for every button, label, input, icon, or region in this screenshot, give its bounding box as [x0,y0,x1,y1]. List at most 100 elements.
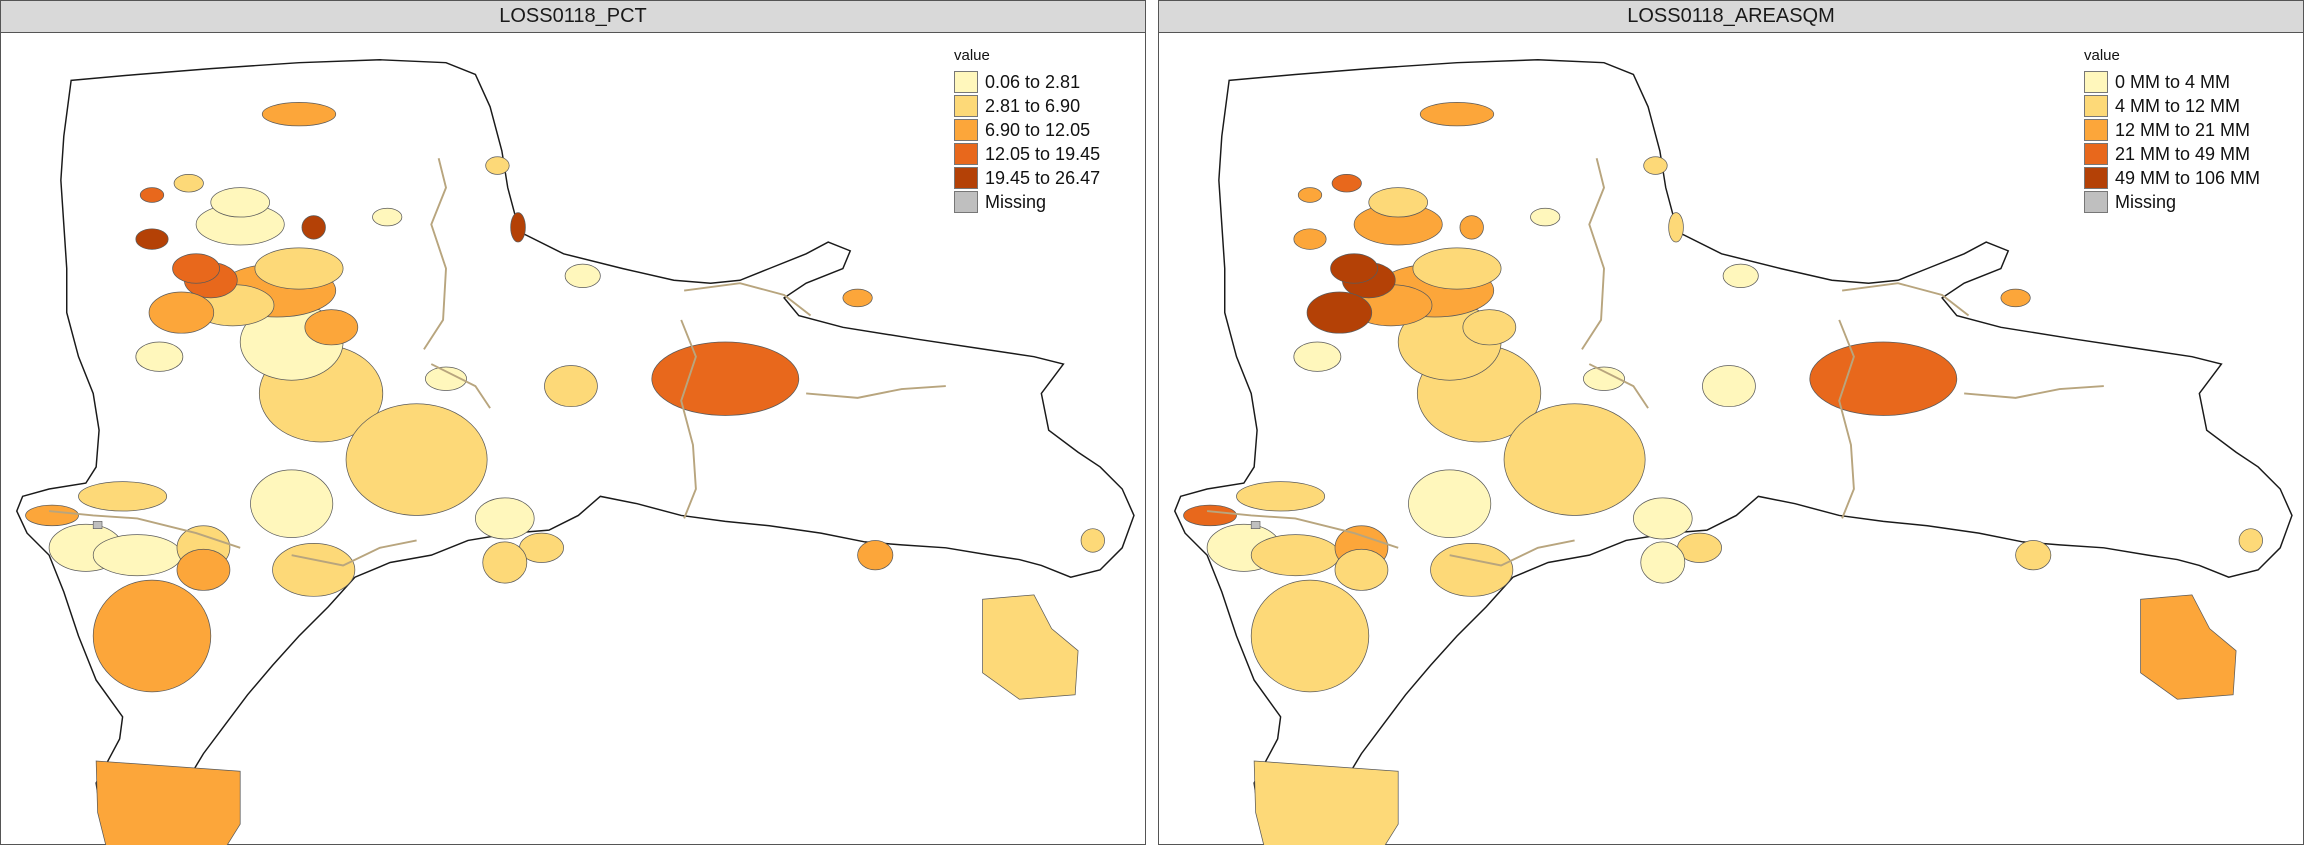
protected-area-polygon [982,594,1079,700]
protected-area-polygon [1633,497,1693,540]
protected-area-polygon [304,309,359,346]
road-line [1207,158,2104,567]
protected-area-polygon [482,541,528,584]
protected-area-polygon [173,174,204,193]
protected-area-polygon [1412,247,1502,290]
protected-area-polygon [1331,174,1362,193]
panel-title: LOSS0118_AREASQM [1159,1,2303,33]
legend-item: Missing [954,190,1100,214]
protected-area-polygon [1334,548,1389,591]
legend-label: 12.05 to 19.45 [985,143,1101,164]
protected-area-polygon [1643,156,1668,175]
choropleth-map [1173,59,2293,845]
legend-title: value [954,47,990,64]
protected-area-polygon [1236,481,1326,512]
protected-area-polygon [135,341,184,372]
panel-title: LOSS0118_PCT [1,1,1145,33]
protected-area-polygon [1503,403,1646,516]
legend-item: 12.05 to 19.45 [954,142,1100,166]
protected-area-polygon [475,497,535,540]
protected-area-polygon [1459,215,1484,240]
map-panel-loss-pct: LOSS0118_PCT value 0.06 to 2.81 2.81 to … [0,0,1146,845]
legend-item: 21 MM to 49 MM [2084,142,2260,166]
protected-area-polygon [1293,228,1327,250]
protected-area-polygon [2140,594,2237,700]
protected-area-polygon [1183,504,1237,527]
protected-area-polygon [250,469,334,538]
protected-area-polygon [564,263,601,288]
protected-area-polygon [1293,341,1342,372]
protected-area-polygon [1297,187,1323,203]
map-area: value 0.06 to 2.81 2.81 to 6.90 6.90 to … [1,33,1145,845]
map-content [15,59,1135,845]
legend-swatch [954,71,978,93]
legend-swatch [2084,71,2108,93]
protected-area-polygon [1702,365,1756,408]
protected-area-polygon [1080,528,1105,553]
legend-label: 2.81 to 6.90 [985,95,1081,116]
protected-area-polygon [1419,102,1495,127]
legend-label: 49 MM to 106 MM [2115,167,2261,188]
legend-label: Missing [985,191,1047,212]
legend-swatch [954,167,978,189]
protected-area-polygon [544,365,598,408]
choropleth-map [15,59,1135,845]
protected-area-polygon [25,504,79,527]
legend-swatch [954,143,978,165]
protected-area-polygon [1368,187,1428,218]
protected-area-polygon [857,540,894,571]
protected-area-polygon [1722,263,1759,288]
protected-area-polygon [272,543,356,597]
legend-item: 19.45 to 26.47 [954,166,1100,190]
protected-area-polygon [1253,760,1399,845]
legend-label: 4 MM to 12 MM [2115,95,2241,116]
protected-area-polygon [1583,366,1625,391]
legend-swatch [2084,119,2108,141]
protected-area-polygon [1330,253,1378,284]
legend-swatch [2084,191,2108,213]
protected-area-polygon [301,215,326,240]
road-line [49,158,946,567]
legend-title: value [2084,47,2120,64]
protected-area-polygon [176,548,231,591]
protected-area-polygon [254,247,344,290]
legend-item: 0.06 to 2.81 [954,70,1100,94]
map-legend: value 0 MM to 4 MM 4 MM to 12 MM 12 MM t… [2084,47,2260,214]
protected-area-polygon [135,228,169,250]
protected-area-polygon [1530,207,1561,227]
legend-label: 21 MM to 49 MM [2115,143,2251,164]
protected-area-polygon [95,760,241,845]
protected-area-polygon [78,481,168,512]
legend-label: Missing [2115,191,2177,212]
map-content [1173,59,2293,845]
legend-item: 0 MM to 4 MM [2084,70,2260,94]
legend-swatch [954,95,978,117]
legend-swatch [2084,143,2108,165]
protected-area-polygon [1809,341,1958,416]
protected-area-polygon [425,366,467,391]
protected-area-polygon [210,187,270,218]
legend-swatch [2084,167,2108,189]
protected-area-polygon [1250,579,1370,693]
protected-area-polygon [2000,288,2031,308]
protected-area-polygon [1408,469,1492,538]
protected-area-polygon [172,253,220,284]
protected-area-polygon [1640,541,1686,584]
protected-area-polygon [842,288,873,308]
map-legend: value 0.06 to 2.81 2.81 to 6.90 6.90 to … [954,47,1100,214]
legend-item: 6.90 to 12.05 [954,118,1100,142]
legend-swatch [954,191,978,213]
legend-label: 0 MM to 4 MM [2115,71,2231,92]
protected-area-polygon [1668,212,1684,243]
protected-area-polygon [261,102,337,127]
protected-area-polygon [372,207,403,227]
protected-area-polygon [1462,309,1517,346]
legend-label: 12 MM to 21 MM [2115,119,2251,140]
legend-swatch [2084,95,2108,117]
protected-area-polygon [510,212,526,243]
protected-area-polygon [148,291,215,334]
missing-area-polygon [1250,521,1261,529]
legend-label: 19.45 to 26.47 [985,167,1101,188]
legend-item: 49 MM to 106 MM [2084,166,2260,190]
protected-area-polygon [651,341,800,416]
